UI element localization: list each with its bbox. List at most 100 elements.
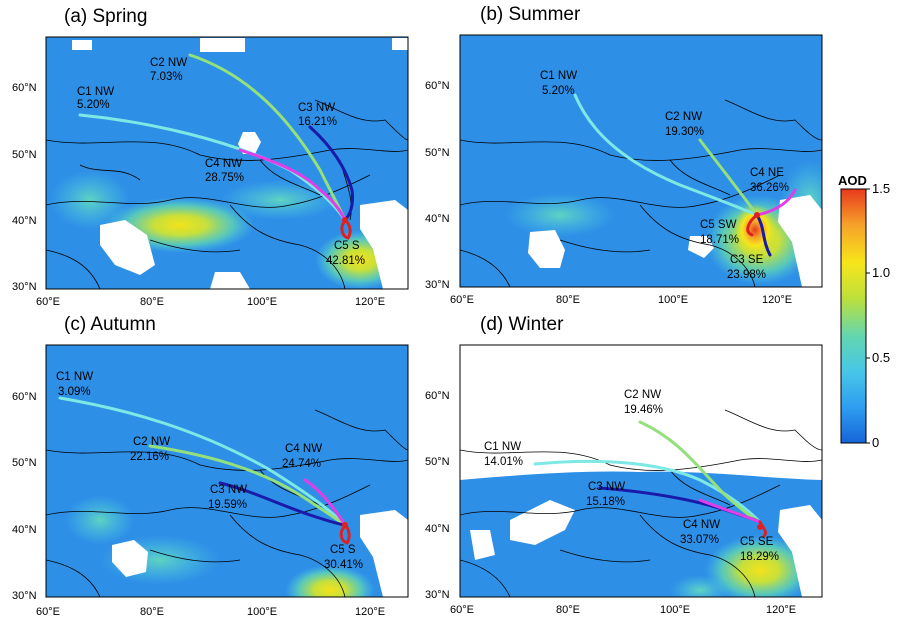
- trajectory-c4: [755, 188, 797, 217]
- cluster-pct: 24.74%: [282, 458, 321, 470]
- cluster-pct: 3.09%: [58, 386, 91, 398]
- axis-ticks: 60°E 80°E 100°E 120°E 60°N 50°N 40°N 30°…: [12, 82, 385, 308]
- colorbar-tick: 1.5: [872, 181, 890, 196]
- panel-title: (c) Autumn: [64, 314, 156, 335]
- map-frame: [45, 36, 409, 290]
- aod-plume-ncp: [705, 535, 815, 597]
- trajectories: [533, 420, 767, 538]
- cluster-label: C2 NW: [150, 57, 187, 69]
- cluster-label: C3 NW: [588, 481, 625, 493]
- missing-data: [72, 38, 408, 289]
- cluster-pct: 19.30%: [665, 126, 704, 138]
- x-tick: 100°E: [658, 294, 688, 306]
- x-tick: 60°E: [450, 294, 474, 306]
- panel-spring: (a) Spring: [12, 6, 409, 308]
- cluster-label: C1 NW: [484, 441, 521, 453]
- map-area: [460, 345, 822, 597]
- panel-autumn: (c) Autumn: [12, 314, 409, 618]
- map-frame: [459, 34, 823, 288]
- y-tick: 30°N: [425, 589, 450, 601]
- x-tick: 80°E: [140, 296, 164, 308]
- y-tick: 50°N: [12, 457, 37, 469]
- trajectory-c2: [148, 444, 347, 527]
- aod-soft: [220, 180, 340, 220]
- cluster-label: C4 NW: [205, 158, 242, 170]
- cluster-label: C4 NW: [683, 519, 720, 531]
- y-tick: 30°N: [12, 590, 37, 602]
- map-frame: [45, 344, 409, 598]
- boundaries: [46, 409, 408, 597]
- cluster-labels: C1 NW 5.20% C2 NW 7.03% C3 NW 16.21% C4 …: [77, 57, 365, 267]
- axis-ticks: 60°E 80°E 100°E 120°E 60°N 50°N 40°N 30°…: [425, 390, 796, 616]
- cluster-pct: 36.26%: [750, 182, 789, 194]
- colorbar: AOD 1.5 1.0 0.5 0: [838, 173, 890, 450]
- cluster-labels: C1 NW 3.09% C2 NW 22.16% C3 NW 19.59% C4…: [56, 371, 363, 571]
- cluster-label: C1 NW: [56, 371, 93, 383]
- cluster-pct: 5.20%: [77, 99, 110, 111]
- panel-summer: (b) Summer: [425, 4, 823, 306]
- aod-plume-ncp: [285, 565, 375, 597]
- x-tick: 100°E: [247, 296, 277, 308]
- boundaries: [460, 99, 822, 287]
- trajectory-c3: [308, 125, 354, 222]
- map-area: [460, 35, 822, 287]
- trajectory-c3: [755, 213, 772, 257]
- cluster-pct: 23.98%: [727, 269, 766, 281]
- beijing-marker: [342, 217, 348, 223]
- cluster-label: C2 NW: [133, 436, 170, 448]
- cluster-label: C1 NW: [77, 86, 114, 98]
- cluster-pct: 5.20%: [542, 85, 575, 97]
- colorbar-ticks: 1.5 1.0 0.5 0: [872, 181, 890, 450]
- cluster-pct: 42.81%: [326, 255, 365, 267]
- x-tick: 100°E: [247, 606, 277, 618]
- cluster-pct: 15.18%: [586, 496, 625, 508]
- cluster-pct: 28.75%: [205, 172, 244, 184]
- trajectories: [78, 53, 354, 240]
- missing-data: [112, 510, 408, 597]
- cluster-label: C3 NW: [298, 102, 335, 114]
- y-tick: 40°N: [12, 524, 37, 536]
- beijing-marker: [754, 212, 760, 218]
- y-tick: 60°N: [12, 391, 37, 403]
- trajectory-c4: [698, 498, 762, 524]
- map-frame: [459, 344, 823, 598]
- y-tick: 40°N: [425, 213, 450, 225]
- panel-winter: (d) Winter: [425, 314, 823, 616]
- cluster-label: C2 NW: [665, 111, 702, 123]
- trajectory-c2: [638, 420, 762, 524]
- cluster-label: C5 SE: [740, 536, 774, 548]
- trajectory-c2: [698, 138, 759, 217]
- y-tick: 60°N: [425, 390, 450, 402]
- trajectory-c2: [188, 53, 347, 222]
- trajectory-c5: [340, 218, 352, 240]
- cluster-pct: 19.59%: [208, 499, 247, 511]
- x-tick: 60°E: [36, 606, 60, 618]
- cluster-pct: 33.07%: [680, 534, 719, 546]
- cluster-label: C4 NE: [750, 167, 784, 179]
- colorbar-tick: 0.5: [872, 350, 890, 365]
- cluster-pct: 22.16%: [130, 451, 169, 463]
- trajectory-c5: [758, 520, 767, 538]
- panel-title: (b) Summer: [480, 4, 581, 25]
- axis-ticks: 60°E 80°E 100°E 120°E 60°N 50°N 40°N 30°…: [425, 80, 792, 306]
- beijing-marker: [757, 524, 763, 530]
- y-tick: 40°N: [12, 215, 37, 227]
- axis-ticks: 60°E 80°E 100°E 120°E 60°N 50°N 40°N 30°…: [12, 391, 385, 618]
- map-area: [46, 37, 408, 289]
- cluster-label: C3 SE: [730, 254, 764, 266]
- colorbar-tick-marks: [866, 188, 870, 444]
- colorbar-tick: 1.0: [872, 265, 890, 280]
- x-tick: 80°E: [556, 604, 580, 616]
- cluster-label: C5 SW: [700, 219, 737, 231]
- cluster-pct: 7.03%: [150, 71, 183, 83]
- x-tick: 60°E: [450, 604, 474, 616]
- cluster-pct: 16.21%: [298, 116, 337, 128]
- x-tick: 120°E: [355, 296, 385, 308]
- cluster-label: C5 S: [334, 240, 360, 252]
- trajectory-c1: [573, 93, 759, 217]
- trajectory-c4: [238, 148, 347, 222]
- x-tick: 100°E: [660, 604, 690, 616]
- boundaries: [460, 409, 822, 597]
- boundaries: [46, 99, 408, 289]
